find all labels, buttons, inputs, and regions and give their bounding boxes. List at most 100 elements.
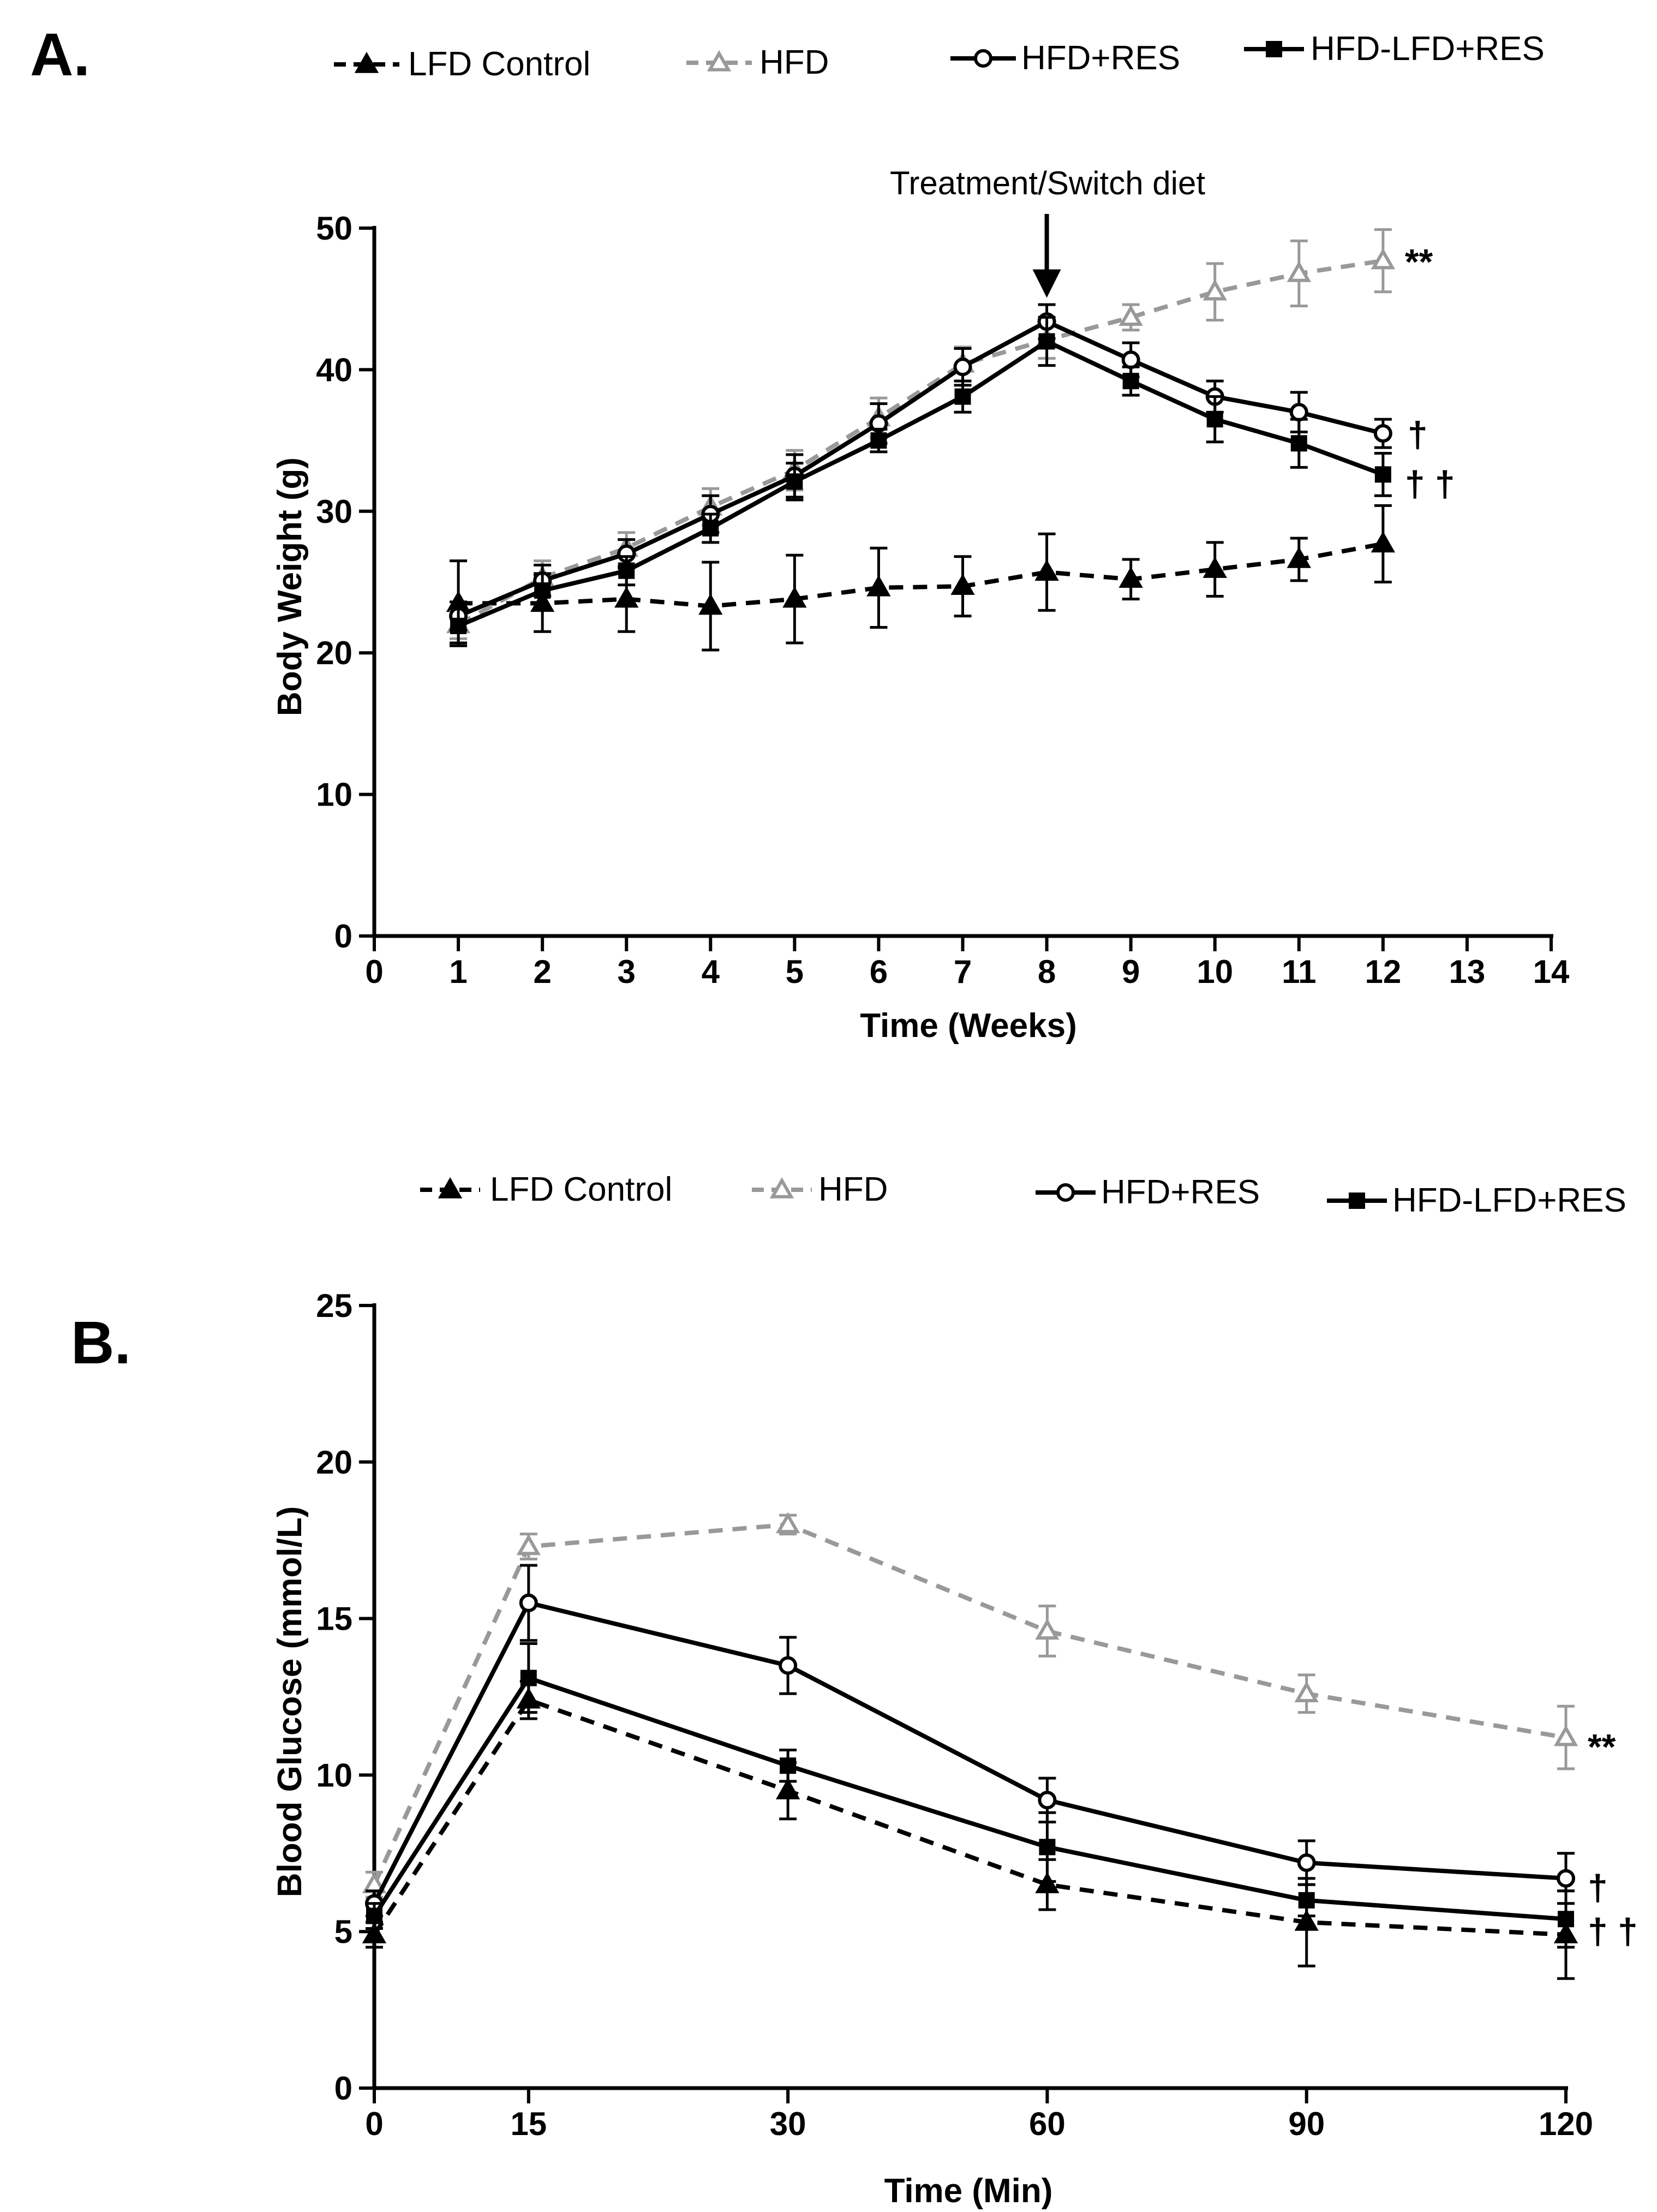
panel-b-data-point [775, 1778, 800, 1799]
panel-b-series-line [372, 1676, 1566, 1922]
treatment-arrow [1032, 214, 1061, 298]
panel-a-series-line [457, 339, 1384, 628]
panel-a-data-point [870, 432, 887, 449]
legend-label: LFD Control [408, 45, 590, 83]
panel-a-x-axis-title: Time (Weeks) [860, 1007, 1076, 1045]
panel-b-data-point [1294, 1681, 1319, 1703]
panel-b-significance-label: † † [1588, 1911, 1638, 1951]
panel-b-y-tick-label: 25 [316, 1287, 352, 1324]
panel-b-significance-label: ** [1588, 1727, 1616, 1767]
panel-a-series-line [458, 541, 1384, 609]
panel-a-label: A. [30, 21, 90, 88]
panel-b-data-point [1553, 1725, 1578, 1746]
panel-a-significance-label: † [1408, 414, 1428, 455]
panel-a-x-tick-label: 8 [1038, 953, 1056, 990]
arrow-head [1032, 269, 1061, 298]
panel-b-x-tick-label: 30 [770, 2106, 806, 2142]
panel-a-x-tick-label: 1 [449, 953, 467, 990]
panel-a-x-tick-label: 12 [1365, 953, 1401, 990]
panel-a-x-tick-label: 2 [533, 953, 551, 990]
panel-a-y-tick-label: 40 [316, 351, 352, 388]
panel-b-data-point [1035, 1618, 1060, 1640]
panel-a-data-point [782, 586, 807, 608]
legend-swatch-marker [1349, 1193, 1365, 1209]
legend-swatch-marker [769, 1177, 794, 1199]
panel-b-data-point [1038, 1791, 1057, 1810]
panel-b-data-point [1558, 1911, 1574, 1928]
panel-a-data-point [1289, 403, 1308, 422]
panel-a-series-line [457, 258, 1384, 627]
legend-swatch-marker [707, 50, 732, 71]
panel-a-x-tick-label: 5 [786, 953, 804, 990]
panel-a-data-point [698, 593, 723, 615]
panel-a-y-tick-label: 30 [316, 493, 352, 530]
panel-b-y-tick-label: 15 [316, 1601, 352, 1637]
panel-b-significance-label: † [1588, 1868, 1608, 1908]
panel-a-y-tick-label: 50 [316, 210, 352, 247]
panel-a-x-tick-label: 7 [954, 953, 972, 990]
legend-swatch-marker [354, 51, 379, 73]
panel-b-data-point [362, 1922, 387, 1943]
panel-a-data-point [950, 574, 975, 595]
panel-b-series-4: † † [366, 1642, 1638, 1951]
panel-a-x-tick-label: 13 [1449, 953, 1486, 990]
panel-a-legend-entry: HFD [686, 44, 829, 81]
legend-label: LFD Control [490, 1171, 672, 1208]
legend-swatch-marker [438, 1177, 463, 1199]
panel-a-data-point [450, 617, 467, 634]
panel-b-x-tick-label: 90 [1288, 2106, 1325, 2142]
legend-swatch-marker [974, 49, 992, 68]
panel-a-data-point [1287, 546, 1311, 568]
panel-a-data-point [1374, 466, 1391, 483]
panel-b-data-point [516, 1534, 541, 1555]
panel-b-series-2: ** [362, 1512, 1616, 1899]
panel-b-data-point [1294, 1909, 1319, 1931]
panel-b-data-point [1035, 1872, 1060, 1893]
chart-panel-b: B. LFD Control HFD HFD+RES HFD-LFD+RES 0 5 10… [71, 1171, 1638, 2210]
panel-a-series-line [457, 319, 1384, 618]
panel-a-data-point [1118, 567, 1143, 588]
panel-b-series: ** †† † [362, 1512, 1638, 1980]
panel-b-axes: 0 5 10 15 20 25 0 15 30 60 90 120 [316, 1287, 1593, 2142]
panel-b-data-point [366, 1907, 382, 1924]
panel-a-data-point [1206, 411, 1223, 428]
legend-swatch-marker [1056, 1183, 1075, 1202]
panel-a-y-axis-title: Body Weight (g) [271, 457, 309, 716]
panel-a-x-tick-label: 0 [365, 953, 383, 990]
panel-a-data-point [954, 388, 971, 405]
panel-a-annotation: Treatment/Switch diet [890, 165, 1205, 298]
panel-b-data-point [1039, 1839, 1056, 1856]
panel-a-data-point [1371, 248, 1396, 270]
panel-b-y-axis-title: Blood Glucose (mmol/L) [271, 1506, 309, 1897]
panel-a-legend-entry: HFD-LFD+RES [1244, 30, 1545, 68]
panel-b-x-tick-label: 120 [1539, 2106, 1593, 2142]
panel-a-significance-label: † † [1405, 463, 1455, 504]
panel-a-series-4: † † [450, 315, 1455, 645]
treatment-switch-annotation: Treatment/Switch diet [890, 165, 1205, 201]
panel-a-x-tick-label: 10 [1197, 953, 1233, 990]
panel-a-data-point [1121, 350, 1140, 369]
panel-a-data-point [702, 520, 719, 536]
panel-b-legend-entry: HFD+RES [1036, 1173, 1260, 1211]
panel-b-series-line [372, 1697, 1566, 1937]
panel-b-data-point [1297, 1853, 1316, 1873]
panel-a-data-point [1203, 279, 1227, 301]
panel-a-series-3: † [449, 303, 1428, 632]
panel-b-legend-entry: HFD [752, 1171, 888, 1208]
legend-label: HFD [818, 1171, 888, 1208]
panel-a-x-tick-label: 9 [1122, 953, 1140, 990]
panel-a-data-point [1118, 305, 1143, 326]
panel-a-data-point [866, 575, 891, 597]
legend-label: HFD+RES [1021, 39, 1180, 77]
panel-a-data-point [534, 582, 551, 599]
panel-b-x-axis-title: Time (Min) [884, 2172, 1053, 2210]
panel-a-x-tick-label: 4 [702, 953, 720, 990]
panel-a-y-tick-label: 0 [334, 918, 352, 955]
panel-b-data-point [780, 1757, 797, 1774]
panel-a-x-tick-label: 3 [618, 953, 636, 990]
panel-b-legend-entry: LFD Control [420, 1171, 672, 1208]
panel-b-y-tick-label: 0 [334, 2070, 352, 2107]
